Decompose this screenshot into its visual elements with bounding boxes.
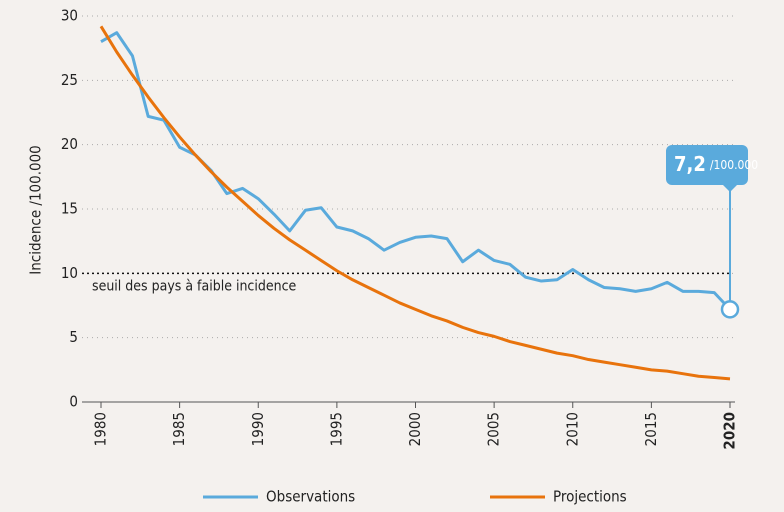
y-tick-label: 20: [61, 135, 78, 153]
y-tick-label: 30: [61, 7, 78, 25]
x-tick-label: 2020: [721, 412, 739, 450]
line-series: [99, 25, 731, 381]
annotation-box: [666, 145, 748, 185]
x-tick-label: 2000: [406, 412, 424, 446]
highlight-point: [720, 300, 740, 319]
annotation-unit: /100.000: [710, 158, 758, 172]
x-tick-label: 1985: [170, 412, 188, 446]
x-tick-label: 2005: [485, 412, 503, 446]
x-tick-label: 1980: [92, 412, 110, 446]
x-tick-label: 2015: [642, 412, 660, 446]
y-tick-label: 5: [69, 328, 78, 346]
y-tick-label: 15: [61, 200, 78, 218]
y-tick-label: 10: [61, 264, 78, 282]
y-tick-label: 0: [69, 393, 78, 411]
legend-label: Projections: [553, 488, 627, 506]
annotation-value: 7,2: [674, 152, 706, 176]
annotation-pointer: [723, 185, 737, 192]
x-tick-label: 1995: [327, 412, 345, 446]
annotation-text: 7,2/100.000: [674, 152, 758, 176]
y-axis-label: Incidence /100.000: [27, 145, 45, 274]
x-tick-label: 1990: [249, 412, 267, 446]
y-tick-label: 25: [61, 71, 78, 89]
legend-label: Observations: [266, 488, 355, 506]
threshold-label: seuil des pays à faible incidence: [92, 278, 297, 294]
x-tick-label: 2010: [563, 412, 581, 446]
